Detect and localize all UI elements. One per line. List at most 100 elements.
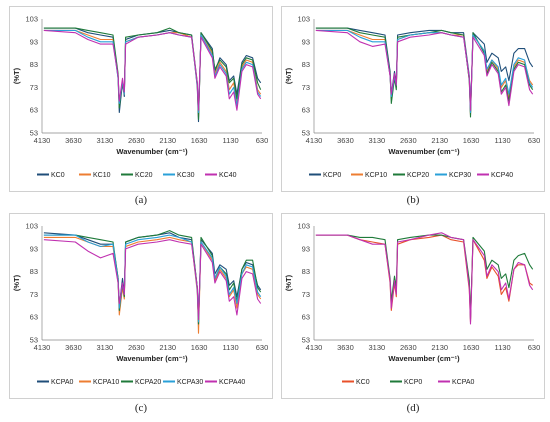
- x-tick-label: 4130: [34, 136, 51, 145]
- x-tick-label: 4130: [306, 343, 323, 352]
- y-tick-label: 83: [302, 267, 310, 276]
- x-tick-label: 630: [256, 136, 269, 145]
- x-tick-label: 630: [256, 343, 269, 352]
- x-tick-label: 2630: [128, 136, 145, 145]
- series-line-kcp0: [315, 27, 534, 114]
- x-tick-label: 3130: [97, 136, 114, 145]
- y-tick-label: 93: [302, 244, 310, 253]
- y-axis-label: (%T): [284, 67, 293, 84]
- y-tick-label: 93: [30, 37, 38, 46]
- y-tick-label: 53: [30, 129, 38, 138]
- series-line-kc30: [43, 29, 262, 114]
- x-tick-label: 3130: [369, 343, 386, 352]
- x-tick-label: 3130: [97, 343, 114, 352]
- legend-entry: KCPA40: [219, 379, 245, 386]
- legend-entry: KC0: [51, 172, 65, 179]
- y-tick-label: 63: [30, 106, 38, 115]
- y-tick-label: 103: [297, 222, 310, 231]
- ftir-chart-c: 53 63 73 83 93 103 4130 3630 3130 2630 2130 1630 113…: [12, 222, 269, 387]
- x-tick-label: 3130: [369, 136, 386, 145]
- x-tick-label: 2130: [431, 136, 448, 145]
- x-tick-label: 1130: [495, 136, 511, 145]
- y-tick-label: 73: [302, 290, 310, 299]
- legend-entry: KCP0: [404, 379, 422, 386]
- panel-label-a: (a): [134, 194, 148, 206]
- y-axis-label: (%T): [12, 67, 21, 84]
- x-tick-label: 630: [528, 343, 541, 352]
- y-tick-label: 63: [302, 313, 310, 322]
- legend-entry: KC10: [93, 172, 111, 179]
- ftir-chart-b: 53 63 73 83 93 103 4130 3630 3130 2630 2130 1630 113…: [284, 15, 541, 180]
- x-tick-label: 2130: [431, 343, 448, 352]
- y-tick-label: 103: [25, 15, 38, 24]
- series-line-kcp20: [315, 27, 534, 118]
- legend-entry: KCP20: [407, 172, 429, 179]
- series-line-kcp10: [315, 29, 534, 116]
- legend-entry: KCPA10: [93, 379, 119, 386]
- y-tick-label: 83: [302, 60, 310, 69]
- x-tick-label: 1130: [223, 136, 239, 145]
- x-axis-label: Wavenumber (cm⁻¹): [388, 147, 460, 156]
- x-tick-label: 2630: [400, 343, 417, 352]
- chart-panel-a: 53 63 73 83 93 103 4130 3630 3130 2630 2130 1630 113…: [9, 6, 273, 192]
- series-line-kcp30: [315, 29, 534, 114]
- y-tick-label: 53: [30, 336, 38, 345]
- x-tick-label: 3630: [65, 136, 82, 145]
- x-tick-label: 1630: [463, 136, 480, 145]
- y-tick-label: 73: [30, 83, 38, 92]
- legend-entry: KC20: [135, 172, 153, 179]
- x-tick-label: 2130: [159, 136, 176, 145]
- y-tick-label: 63: [302, 106, 310, 115]
- x-tick-label: 3630: [337, 136, 354, 145]
- y-tick-label: 83: [30, 267, 38, 276]
- legend-entry: KC30: [177, 172, 195, 179]
- legend-entry: KCPA0: [51, 379, 74, 386]
- chart-panel-d: 53 63 73 83 93 103 4130 3630 3130 2630 2130 1630 113…: [281, 213, 545, 399]
- ftir-chart-d: 53 63 73 83 93 103 4130 3630 3130 2630 2130 1630 113…: [284, 222, 541, 387]
- x-axis-label: Wavenumber (cm⁻¹): [116, 354, 188, 363]
- x-tick-label: 1630: [191, 343, 208, 352]
- x-tick-label: 4130: [306, 136, 323, 145]
- series-line-kcpa0: [43, 232, 262, 325]
- series-line-kc0: [315, 234, 534, 323]
- legend-entry: KC0: [356, 379, 370, 386]
- panel-label-d: (d): [406, 402, 420, 414]
- legend-entry: KCPA0: [452, 379, 475, 386]
- chart-panel-c: 53 63 73 83 93 103 4130 3630 3130 2630 2130 1630 113…: [9, 213, 273, 399]
- y-tick-label: 63: [30, 313, 38, 322]
- y-tick-label: 83: [30, 60, 38, 69]
- legend-entry: KCPA20: [135, 379, 161, 386]
- panel-label-b: (b): [406, 194, 420, 206]
- panel-label-c: (c): [134, 402, 148, 414]
- x-tick-label: 2630: [128, 343, 145, 352]
- series-line-kcpa0: [315, 232, 534, 325]
- y-tick-label: 93: [302, 37, 310, 46]
- legend-entry: KCPA30: [177, 379, 203, 386]
- y-tick-label: 53: [302, 336, 310, 345]
- x-tick-label: 2130: [159, 343, 176, 352]
- x-tick-label: 2630: [400, 136, 417, 145]
- x-tick-label: 3630: [337, 343, 354, 352]
- x-tick-label: 1630: [191, 136, 208, 145]
- y-tick-label: 73: [302, 83, 310, 92]
- y-tick-label: 73: [30, 290, 38, 299]
- x-axis-label: Wavenumber (cm⁻¹): [388, 354, 460, 363]
- chart-panel-b: 53 63 73 83 93 103 4130 3630 3130 2630 2130 1630 113…: [281, 6, 545, 192]
- x-tick-label: 630: [528, 136, 541, 145]
- legend-entry: KCP0: [323, 172, 341, 179]
- series-line-kcpa40: [43, 239, 262, 321]
- legend-entry: KCP10: [365, 172, 387, 179]
- x-tick-label: 1130: [223, 343, 239, 352]
- ftir-chart-a: 53 63 73 83 93 103 4130 3630 3130 2630 2130 1630 113…: [12, 15, 269, 180]
- y-tick-label: 93: [30, 244, 38, 253]
- x-tick-label: 1130: [495, 343, 511, 352]
- y-tick-label: 53: [302, 129, 310, 138]
- x-tick-label: 3630: [65, 343, 82, 352]
- y-tick-label: 103: [25, 222, 38, 231]
- x-axis-label: Wavenumber (cm⁻¹): [116, 147, 188, 156]
- series-line-kcp0: [315, 234, 534, 321]
- y-axis-label: (%T): [284, 274, 293, 291]
- y-tick-label: 103: [297, 15, 310, 24]
- series-line-kcp40: [315, 29, 534, 111]
- y-axis-label: (%T): [12, 274, 21, 291]
